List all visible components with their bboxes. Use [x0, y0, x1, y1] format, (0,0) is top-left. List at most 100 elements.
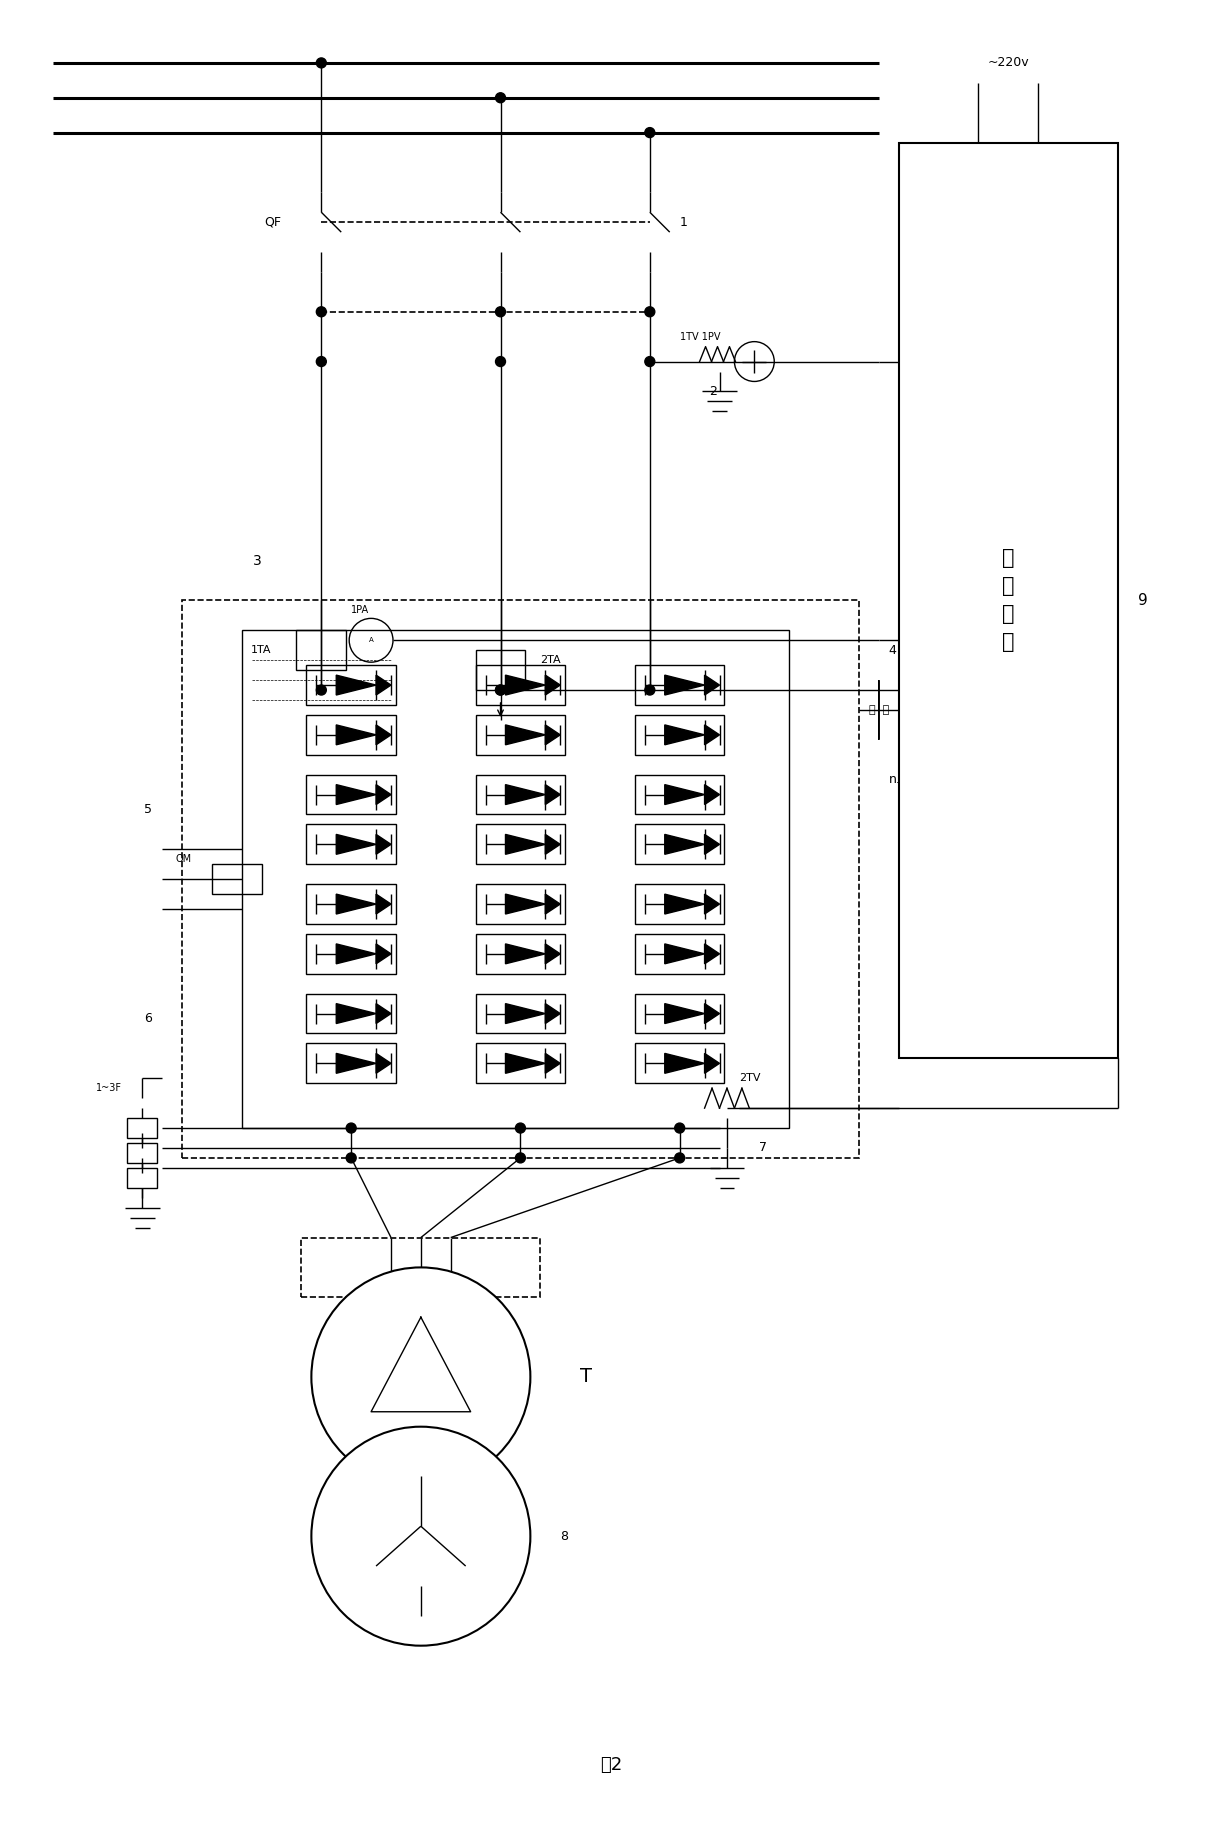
Polygon shape	[665, 675, 705, 695]
Bar	[475, 885, 566, 923]
Bar	[475, 774, 566, 815]
Polygon shape	[336, 835, 376, 855]
Bar	[307, 774, 396, 815]
Polygon shape	[336, 675, 376, 695]
Bar	[182, 601, 859, 1159]
Text: OM: OM	[176, 855, 192, 864]
Text: 8: 8	[560, 1530, 568, 1543]
Text: 1: 1	[679, 215, 688, 228]
Polygon shape	[705, 1054, 720, 1074]
Bar	[635, 666, 725, 704]
Polygon shape	[665, 943, 705, 964]
Text: QF: QF	[264, 215, 281, 228]
Polygon shape	[336, 1054, 376, 1074]
Polygon shape	[506, 725, 545, 745]
Polygon shape	[506, 1004, 545, 1024]
Polygon shape	[705, 835, 720, 855]
Polygon shape	[506, 894, 545, 914]
Circle shape	[496, 307, 506, 316]
Text: 控
制
单
元: 控 制 单 元	[1002, 548, 1014, 653]
Bar	[127, 1168, 158, 1188]
Bar	[307, 666, 396, 704]
Polygon shape	[376, 1054, 391, 1074]
Circle shape	[516, 1153, 525, 1162]
Bar	[635, 824, 725, 864]
Circle shape	[645, 686, 655, 695]
Text: A: A	[369, 638, 374, 644]
Bar	[475, 666, 566, 704]
Polygon shape	[665, 894, 705, 914]
Circle shape	[675, 1124, 684, 1133]
Bar	[297, 631, 346, 669]
Bar	[242, 631, 789, 1127]
Bar	[635, 885, 725, 923]
Polygon shape	[376, 785, 391, 804]
Circle shape	[316, 686, 326, 695]
Polygon shape	[705, 1004, 720, 1024]
Bar	[635, 715, 725, 754]
Bar	[475, 934, 566, 975]
Circle shape	[496, 686, 506, 695]
Text: 图2: 图2	[600, 1756, 622, 1775]
Bar	[307, 824, 396, 864]
Polygon shape	[705, 675, 720, 695]
Text: 光  纤: 光 纤	[869, 704, 888, 715]
Bar	[127, 1118, 158, 1138]
Polygon shape	[506, 835, 545, 855]
Circle shape	[675, 1153, 684, 1162]
Circle shape	[316, 307, 326, 316]
Bar	[307, 934, 396, 975]
Circle shape	[312, 1427, 530, 1646]
Text: 5: 5	[144, 804, 152, 817]
Polygon shape	[545, 1054, 560, 1074]
Polygon shape	[705, 785, 720, 804]
Polygon shape	[545, 1004, 560, 1024]
Text: 6: 6	[144, 1011, 152, 1024]
Bar	[635, 993, 725, 1034]
Bar	[307, 1043, 396, 1083]
Circle shape	[316, 357, 326, 366]
Text: 1TV 1PV: 1TV 1PV	[679, 331, 720, 342]
Polygon shape	[545, 835, 560, 855]
Bar	[307, 885, 396, 923]
Text: 1TA: 1TA	[251, 645, 271, 655]
Bar	[127, 1144, 158, 1162]
Polygon shape	[665, 725, 705, 745]
Text: 1PA: 1PA	[351, 605, 369, 616]
Polygon shape	[376, 725, 391, 745]
Polygon shape	[336, 725, 376, 745]
Polygon shape	[336, 785, 376, 804]
Circle shape	[496, 686, 506, 695]
Polygon shape	[545, 943, 560, 964]
Polygon shape	[705, 725, 720, 745]
Polygon shape	[376, 835, 391, 855]
Text: 7: 7	[759, 1142, 767, 1155]
Polygon shape	[336, 1004, 376, 1024]
Polygon shape	[506, 675, 545, 695]
Bar	[307, 993, 396, 1034]
Bar	[475, 1043, 566, 1083]
Polygon shape	[665, 785, 705, 804]
Circle shape	[346, 1153, 356, 1162]
Text: 3: 3	[253, 554, 262, 568]
Circle shape	[645, 127, 655, 138]
Circle shape	[312, 1267, 530, 1486]
Polygon shape	[665, 1004, 705, 1024]
Bar	[635, 1043, 725, 1083]
Polygon shape	[665, 1054, 705, 1074]
Text: ~220v: ~220v	[987, 57, 1029, 70]
Polygon shape	[665, 835, 705, 855]
Bar	[475, 715, 566, 754]
Circle shape	[496, 92, 506, 103]
Circle shape	[346, 1124, 356, 1133]
Bar	[307, 715, 396, 754]
Bar	[898, 143, 1118, 1059]
Text: 1~3F: 1~3F	[97, 1083, 122, 1092]
Polygon shape	[336, 943, 376, 964]
Circle shape	[496, 357, 506, 366]
Text: 2: 2	[710, 384, 717, 397]
Polygon shape	[336, 894, 376, 914]
Text: 9: 9	[1138, 592, 1147, 609]
Polygon shape	[376, 943, 391, 964]
Text: n.: n.	[888, 772, 901, 785]
